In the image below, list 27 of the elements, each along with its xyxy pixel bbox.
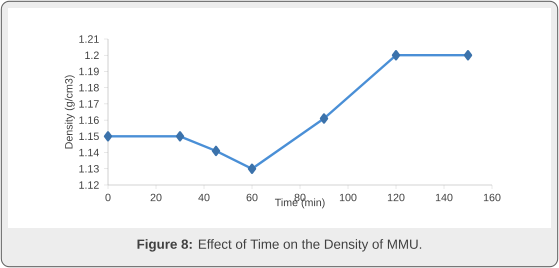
y-tick-label: 1.17 xyxy=(79,100,99,108)
point xyxy=(392,50,400,60)
point xyxy=(212,146,220,156)
text: Figure 8: Effect of Time on the Density of MMU. xyxy=(138,239,422,252)
x-tick-label: 20 xyxy=(150,194,162,202)
x-tick-label: 100 xyxy=(340,194,356,202)
y-tick-label: 1.2 xyxy=(85,52,99,59)
x-tick-label: 160 xyxy=(484,194,500,202)
y-tick-label: 1.13 xyxy=(79,165,99,173)
x-tick-label: 60 xyxy=(246,194,258,202)
point xyxy=(248,164,256,174)
y-tick-label: 1.16 xyxy=(79,116,99,124)
y-tick-label: 1.21 xyxy=(79,35,99,43)
y-tick-label: 1.14 xyxy=(79,148,99,156)
y-tick-label: 1.15 xyxy=(79,132,99,140)
y-axis-title: Density (g/cm3) xyxy=(64,75,75,148)
x-tick-label: 140 xyxy=(436,194,452,202)
y-tick-label: 1.12 xyxy=(79,181,99,189)
y-tick-label: 1.19 xyxy=(79,68,99,76)
y-tick-label: 1.18 xyxy=(79,84,99,92)
point xyxy=(320,113,328,124)
x-tick-label: 40 xyxy=(198,194,210,202)
x-tick-label: 120 xyxy=(388,194,404,202)
point xyxy=(104,131,112,142)
point xyxy=(176,131,184,142)
x-tick-label: 0 xyxy=(105,194,111,202)
point xyxy=(464,50,472,60)
